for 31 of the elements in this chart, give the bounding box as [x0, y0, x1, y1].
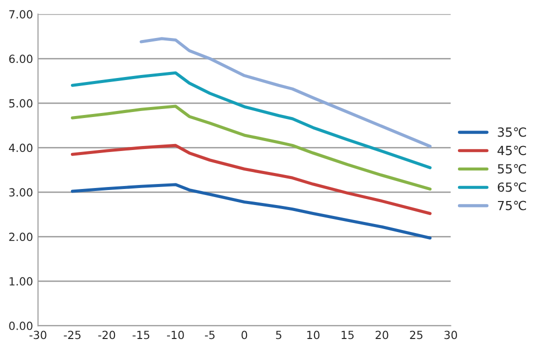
- x-tick-label: -30: [29, 330, 46, 340]
- x-tick-label: 20: [376, 330, 388, 340]
- y-tick-label: 3.00: [9, 188, 32, 197]
- x-tick-label: 30: [444, 330, 458, 340]
- legend-label: 65℃: [498, 182, 526, 192]
- line-series: [140, 37, 432, 148]
- x-tick-label: -20: [98, 330, 116, 340]
- legend-label: 75℃: [498, 200, 526, 210]
- x-tick-label: -5: [204, 330, 215, 340]
- x-tick-label: 10: [307, 330, 320, 340]
- x-tick-label: 0: [242, 330, 248, 340]
- x-tick-label: 15: [342, 330, 354, 340]
- line-series: [70, 183, 432, 240]
- line-series: [70, 104, 432, 191]
- y-tick-label: 4.00: [8, 144, 32, 152]
- line-series: [70, 71, 432, 170]
- y-tick-label: 6.00: [9, 54, 32, 64]
- y-tick-label: 5.00: [9, 99, 32, 108]
- y-tick-label: 1.00: [10, 277, 32, 286]
- x-tick-label: -10: [167, 330, 184, 340]
- y-tick-label: 0.00: [9, 322, 32, 330]
- y-tick-label: 7.00: [9, 10, 32, 19]
- y-tick-label: 2.00: [9, 232, 32, 242]
- x-tick-label: 25: [410, 330, 422, 340]
- legend-label: 45℃: [498, 146, 526, 156]
- line-series: [70, 144, 432, 216]
- legend-label: 55℃: [498, 164, 526, 174]
- x-tick-label: 5: [276, 330, 282, 340]
- legend-label: 35℃: [498, 127, 526, 137]
- x-tick-label: -15: [132, 330, 150, 340]
- x-tick-label: -25: [64, 330, 81, 340]
